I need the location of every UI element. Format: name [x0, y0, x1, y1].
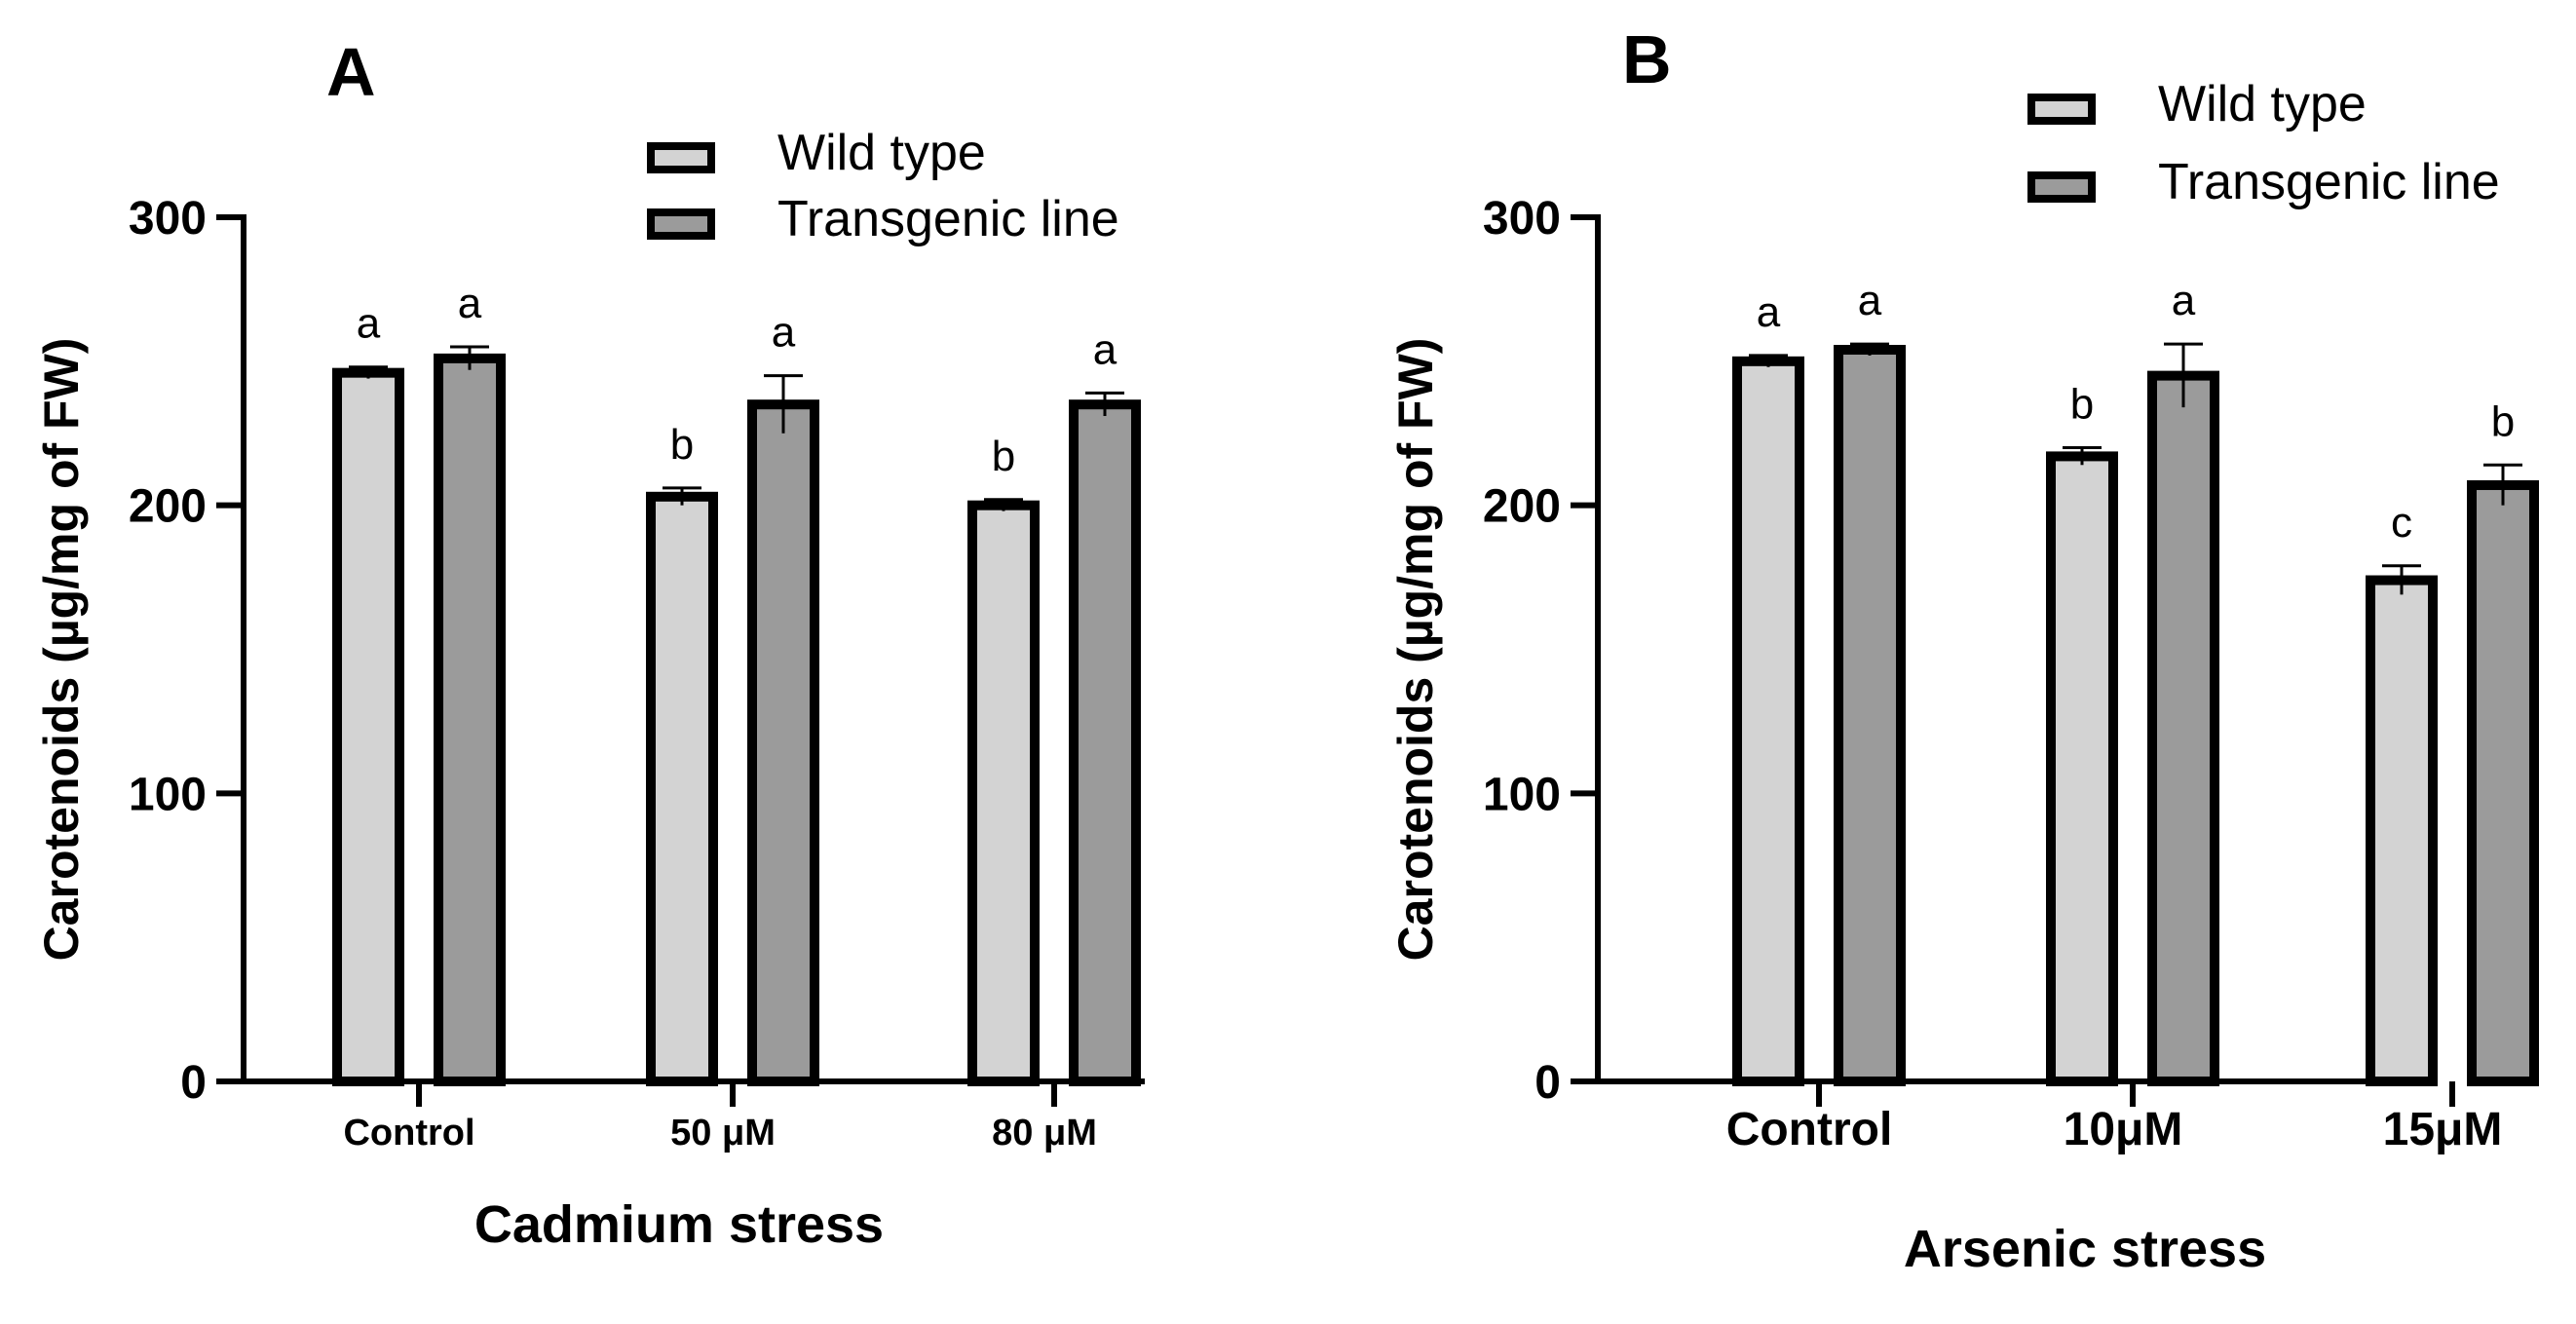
legend-label: Transgenic line: [2158, 154, 2500, 210]
significance-label: a: [357, 300, 381, 348]
y-tick-label: 200: [1483, 481, 1561, 533]
significance-label: a: [772, 309, 796, 357]
bar-transgenic-0: [1834, 345, 1906, 1086]
y-tick-label: 100: [1483, 769, 1561, 820]
x-tick-label: 80 μM: [992, 1113, 1097, 1154]
significance-label: b: [992, 433, 1015, 480]
bar-transgenic-2: [1069, 399, 1141, 1086]
legend-label: Transgenic line: [777, 191, 1119, 247]
legend-swatch-wild-type: [2027, 94, 2096, 125]
x-tick-label: Control: [343, 1113, 474, 1154]
x-tick-label: 10μM: [2064, 1104, 2183, 1155]
legend-label: Wild type: [777, 125, 986, 181]
bar-wild-type-1: [646, 491, 718, 1086]
significance-label: a: [1093, 325, 1118, 373]
y-tick-label: 0: [180, 1057, 207, 1109]
legend-swatch-transgenic: [2027, 171, 2096, 203]
significance-label: a: [458, 280, 482, 327]
legend-swatch-wild-type: [647, 142, 715, 173]
bar-transgenic-1: [2147, 370, 2219, 1087]
significance-label: b: [670, 421, 694, 469]
chart-panel-a: A 0 100 200 300 Carotenoids (µg/mg of FW) Cont…: [34, 34, 1145, 1254]
x-tick-label: 50 μM: [670, 1113, 776, 1154]
bar-wild-type-1: [2046, 451, 2118, 1086]
x-tick-label: Control: [1726, 1104, 1893, 1155]
bar-transgenic-0: [434, 353, 506, 1087]
chart-panel-b: B 0 100 200 300 Carotenoids (µg/mg of FW) Cont…: [1388, 21, 2539, 1278]
panel-letter: A: [326, 34, 376, 110]
legend-label: Wild type: [2158, 76, 2367, 132]
significance-label: c: [2391, 499, 2412, 547]
significance-label: a: [1757, 288, 1781, 336]
bar-wild-type-2: [967, 500, 1040, 1086]
y-axis-title: Carotenoids (µg/mg of FW): [34, 338, 89, 962]
significance-label: b: [2491, 397, 2515, 445]
y-tick-label: 0: [1534, 1057, 1561, 1109]
y-tick-label: 200: [129, 481, 207, 533]
x-axis-title: Cadmium stress: [474, 1195, 884, 1254]
significance-label: b: [2070, 381, 2094, 429]
significance-label: a: [2172, 277, 2196, 324]
y-axis-title: Carotenoids (µg/mg of FW): [1388, 338, 1443, 962]
bar-wild-type-2: [2366, 575, 2438, 1086]
legend-swatch-transgenic: [647, 208, 715, 240]
x-axis-title: Arsenic stress: [1904, 1220, 2266, 1278]
bar-wild-type-0: [1732, 356, 1804, 1087]
y-tick-label: 100: [129, 769, 207, 820]
panel-letter: B: [1622, 21, 1672, 97]
bar-wild-type-0: [332, 367, 404, 1087]
x-tick-label: 15μM: [2383, 1104, 2503, 1155]
bar-transgenic-1: [747, 399, 819, 1086]
bar-transgenic-2: [2467, 479, 2539, 1087]
significance-label: a: [1858, 277, 1882, 324]
y-tick-label: 300: [129, 193, 207, 245]
y-tick-label: 300: [1483, 193, 1561, 245]
